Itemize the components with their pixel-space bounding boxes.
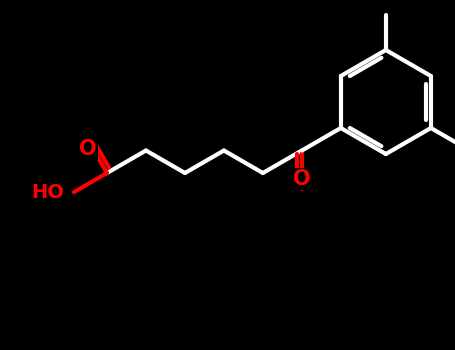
Text: O: O xyxy=(79,139,96,159)
Text: O: O xyxy=(293,169,311,189)
Text: HO: HO xyxy=(31,183,64,202)
